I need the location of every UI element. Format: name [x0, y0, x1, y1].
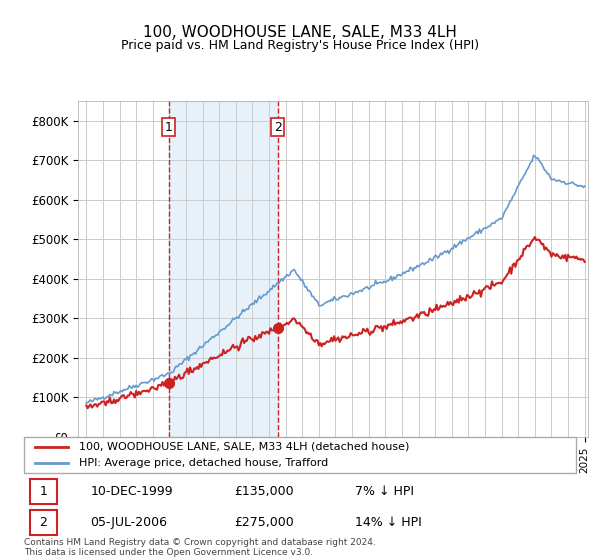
Text: £275,000: £275,000	[234, 516, 293, 529]
FancyBboxPatch shape	[29, 479, 57, 504]
Text: Price paid vs. HM Land Registry's House Price Index (HPI): Price paid vs. HM Land Registry's House …	[121, 39, 479, 52]
Text: 100, WOODHOUSE LANE, SALE, M33 4LH (detached house): 100, WOODHOUSE LANE, SALE, M33 4LH (deta…	[79, 442, 410, 452]
Text: 1: 1	[164, 120, 172, 134]
Text: 100, WOODHOUSE LANE, SALE, M33 4LH: 100, WOODHOUSE LANE, SALE, M33 4LH	[143, 25, 457, 40]
Text: 2: 2	[40, 516, 47, 529]
Bar	[169, 101, 278, 437]
Text: 7% ↓ HPI: 7% ↓ HPI	[355, 485, 414, 498]
Text: £135,000: £135,000	[234, 485, 293, 498]
Text: 14% ↓ HPI: 14% ↓ HPI	[355, 516, 422, 529]
FancyBboxPatch shape	[29, 510, 57, 534]
Text: Contains HM Land Registry data © Crown copyright and database right 2024.
This d: Contains HM Land Registry data © Crown c…	[24, 538, 376, 557]
FancyBboxPatch shape	[24, 437, 576, 473]
Text: 05-JUL-2006: 05-JUL-2006	[90, 516, 167, 529]
Text: HPI: Average price, detached house, Trafford: HPI: Average price, detached house, Traf…	[79, 458, 328, 468]
Text: 10-DEC-1999: 10-DEC-1999	[90, 485, 173, 498]
Text: 1: 1	[40, 485, 47, 498]
Text: 2: 2	[274, 120, 281, 134]
